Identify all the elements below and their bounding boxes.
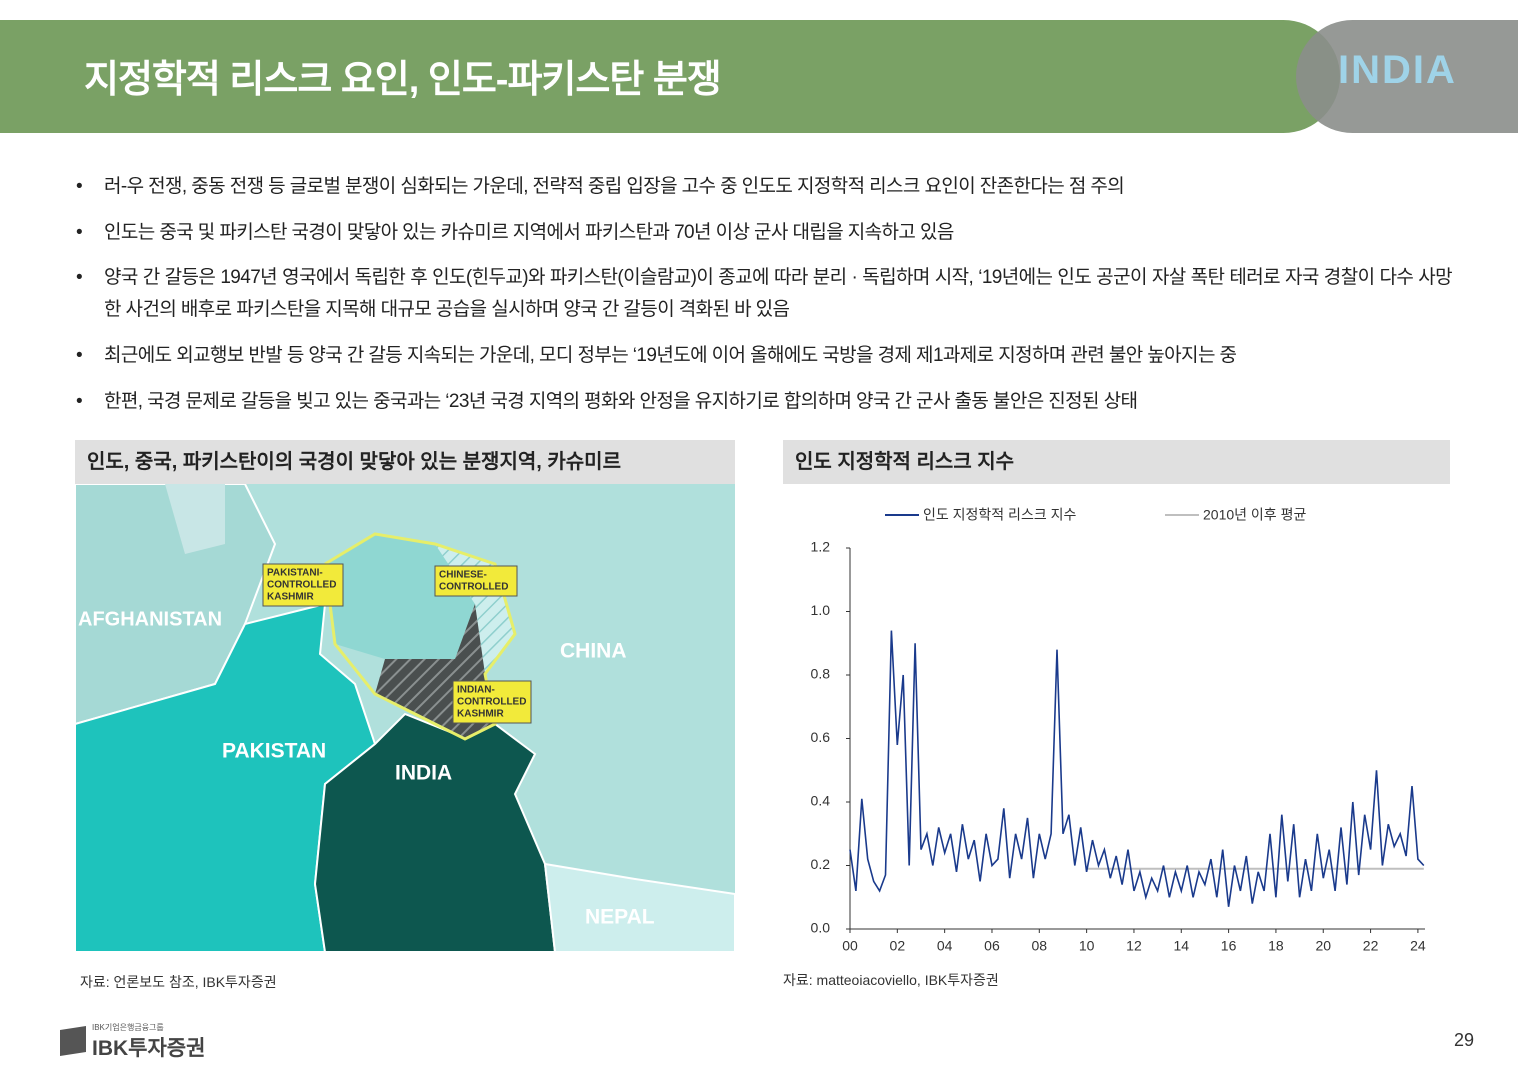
bullet-text: 한편, 국경 문제로 갈등을 빚고 있는 중국과는 ‘23년 국경 지역의 평화… — [104, 391, 1138, 412]
pakistani-kashmir — [325, 534, 475, 659]
chart: 0.0 0.2 0.4 0.6 0.8 1.0 1.2 00 02 04 06 08 10 12 14 16 1… — [783, 484, 1450, 952]
callout-text: CONTROLLED — [439, 582, 508, 593]
page-number: 29 — [1454, 1030, 1475, 1050]
bullet-text: 인도는 중국 및 파키스탄 국경이 맞닿아 있는 카슈미르 지역에서 파키스탄과… — [104, 222, 954, 243]
x-tick-label: 20 — [1315, 938, 1331, 952]
callout-box — [434, 565, 518, 597]
line-series — [849, 630, 1425, 907]
callout-text: KASHMIR — [267, 592, 314, 603]
callout-text: CONTROLLED — [267, 580, 336, 591]
logo-badge — [1296, 20, 1518, 133]
region — [165, 484, 225, 554]
x-tick-label: 14 — [1173, 938, 1189, 952]
y-tick-label: 0.2 — [811, 856, 831, 872]
chart-source: 자료: matteoiacoviello, IBK투자증권 — [783, 972, 999, 988]
callout-text: CONTROLLED — [457, 697, 526, 708]
x-tick-label: 12 — [1126, 938, 1142, 952]
map-label: NEPAL — [585, 906, 655, 929]
page-title: 지정학적 리스크 요인, 인도-파키스탄 분쟁 — [84, 59, 722, 101]
logo-text: INDIA — [1338, 48, 1457, 92]
brand-icon — [60, 1026, 86, 1056]
x-tick-label: 24 — [1410, 938, 1426, 952]
map-title: 인도, 중국, 파키스탄이의 국경이 맞닿아 있는 분쟁지역, 카슈미르 — [75, 440, 735, 484]
legend-label: 인도 지정학적 리스크 지수 — [923, 507, 1076, 523]
x-tick-label: 04 — [937, 938, 953, 952]
bullet: • 양국 간 갈등은 1947년 영국에서 독립한 후 인도(힌두교)와 파키스탄… — [76, 262, 1453, 326]
map-label: PAKISTAN — [222, 740, 326, 763]
callout-text: PAKISTANI- — [267, 568, 323, 579]
x-tick-label: 10 — [1079, 938, 1095, 952]
map-label: CHINA — [560, 640, 627, 663]
x-tick-label: 22 — [1363, 938, 1379, 952]
y-tick-label: 0.4 — [811, 793, 831, 809]
callout-text: KASHMIR — [457, 709, 504, 720]
legend-label: 2010년 이후 평균 — [1203, 507, 1306, 523]
map-source: 자료: 언론보도 참조, IBK투자증권 — [80, 974, 277, 990]
bullet-text: 러-우 전쟁, 중동 전쟁 등 글로벌 분쟁이 심화되는 가운데, 전략적 중립… — [104, 176, 1125, 197]
callout-box — [452, 680, 532, 724]
map-label: INDIA — [395, 762, 452, 785]
y-tick-label: 1.2 — [811, 539, 831, 555]
y-tick-label: 0.8 — [811, 666, 831, 682]
bullet-text: 양국 간 갈등은 1947년 영국에서 독립한 후 인도(힌두교)와 파키스탄(… — [104, 267, 1453, 320]
callout-text: INDIAN- — [457, 685, 495, 696]
y-tick-label: 1.0 — [811, 602, 831, 618]
y-tick-label: 0.0 — [811, 920, 831, 936]
bullet: • 인도는 중국 및 파키스탄 국경이 맞닿아 있는 카슈미르 지역에서 파키스탄… — [76, 217, 1452, 249]
bullet-text: 최근에도 외교행보 반발 등 양국 간 갈등 지속되는 가운데, 모디 정부는 … — [104, 345, 1237, 366]
header-bar — [0, 20, 1340, 133]
callout-text: CHINESE- — [439, 570, 487, 581]
nepal-region — [543, 862, 735, 952]
callout-box — [262, 563, 344, 607]
map-label: AFGHANISTAN — [78, 608, 222, 630]
x-tick-label: 16 — [1221, 938, 1237, 952]
bullet: • 최근에도 외교행보 반발 등 양국 간 갈등 지속되는 가운데, 모디 정부는… — [76, 340, 1452, 372]
x-tick-label: 00 — [842, 938, 858, 952]
map: AFGHANISTAN CHINA PAKISTAN INDIA NEPAL PAKIST… — [75, 484, 735, 952]
y-tick-label: 0.6 — [811, 729, 831, 745]
x-tick-label: 18 — [1268, 938, 1284, 952]
x-tick-label: 06 — [984, 938, 1000, 952]
chart-title: 인도 지정학적 리스크 지수 — [783, 440, 1450, 484]
x-tick-label: 02 — [890, 938, 906, 952]
pakistan-region — [75, 602, 377, 952]
brand-group: IBK기업은행금융그룹 — [92, 1023, 164, 1032]
chart-background — [783, 484, 1450, 952]
x-tick-label: 08 — [1032, 938, 1048, 952]
brand-name: IBK투자증권 — [92, 1037, 206, 1060]
bullet: • 한편, 국경 문제로 갈등을 빚고 있는 중국과는 ‘23년 국경 지역의 평… — [76, 386, 1452, 418]
bullet: • 러-우 전쟁, 중동 전쟁 등 글로벌 분쟁이 심화되는 가운데, 전략적 중… — [76, 171, 1452, 203]
